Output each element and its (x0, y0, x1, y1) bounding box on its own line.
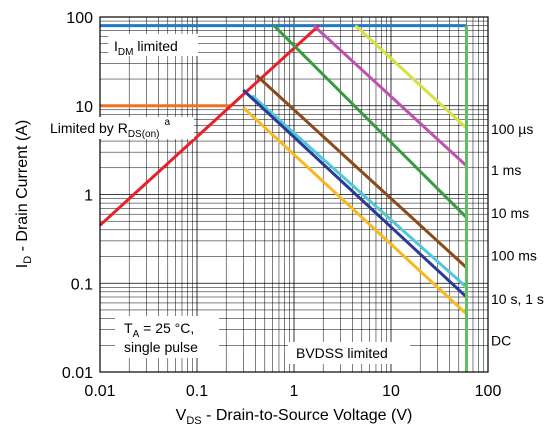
rds-label-bg (44, 117, 194, 139)
x-tick-labels: 0.01 0.1 1 10 100 (84, 383, 501, 400)
series-labels: 100 µs 1 ms 10 ms 100 ms 10 s, 1 s DC (489, 119, 551, 349)
series-label-bg (489, 330, 551, 349)
series-label: 10 s, 1 s (491, 291, 544, 307)
series-label: 100 ms (491, 248, 537, 264)
series-line-2 (98, 24, 320, 227)
series-label: DC (491, 333, 511, 349)
ta-temperature-label: TA = 25 °C, (124, 320, 194, 340)
series-label-bg (489, 245, 551, 264)
series-label: 10 ms (491, 205, 529, 221)
series-line-5 (272, 24, 468, 219)
y-tick-label: 0.1 (71, 276, 93, 293)
series-label-bg (489, 288, 551, 307)
series-label-bg (489, 203, 551, 222)
x-tick-label: 100 (475, 383, 502, 400)
single-pulse-label: single pulse (124, 339, 198, 355)
annotation-layer: IDM limited Limited by RDS(on)a TA = 25 … (44, 34, 410, 364)
series-line-4 (312, 24, 468, 168)
x-tick-label: 1 (290, 383, 299, 400)
y-tick-label: 0.01 (62, 365, 93, 382)
x-tick-label: 10 (382, 383, 400, 400)
y-tick-label: 1 (84, 188, 93, 205)
idm-limited-label: IDM limited (114, 38, 178, 58)
series-label-bg (489, 159, 551, 178)
y-axis-label: ID - Drain Current (A) (14, 120, 34, 268)
rdson-limited-label: Limited by RDS(on)a (50, 117, 171, 140)
ta-label-bg (115, 316, 219, 358)
plot-frame (99, 16, 489, 373)
x-axis-label: VDS - Drain-to-Source Voltage (V) (176, 407, 413, 427)
series-line-8 (242, 88, 468, 299)
series-line-3 (354, 24, 468, 130)
series-line-7 (251, 94, 468, 289)
idm-label-bg (108, 34, 198, 56)
series-line-6 (255, 74, 468, 269)
y-tick-label: 10 (75, 99, 93, 116)
series-label: 1 ms (491, 162, 521, 178)
series-line-9 (242, 106, 468, 316)
series-label: 100 µs (491, 121, 533, 137)
series-label-bg (489, 119, 551, 138)
series-layer (98, 24, 468, 372)
bvdss-limited-label: BVDSS limited (296, 345, 388, 361)
y-tick-labels: 0.01 0.1 1 10 100 (62, 10, 93, 382)
bvdss-label-bg (288, 342, 410, 364)
x-tick-label: 0.01 (84, 383, 115, 400)
x-tick-label: 0.1 (186, 383, 208, 400)
y-tick-label: 100 (66, 10, 93, 27)
